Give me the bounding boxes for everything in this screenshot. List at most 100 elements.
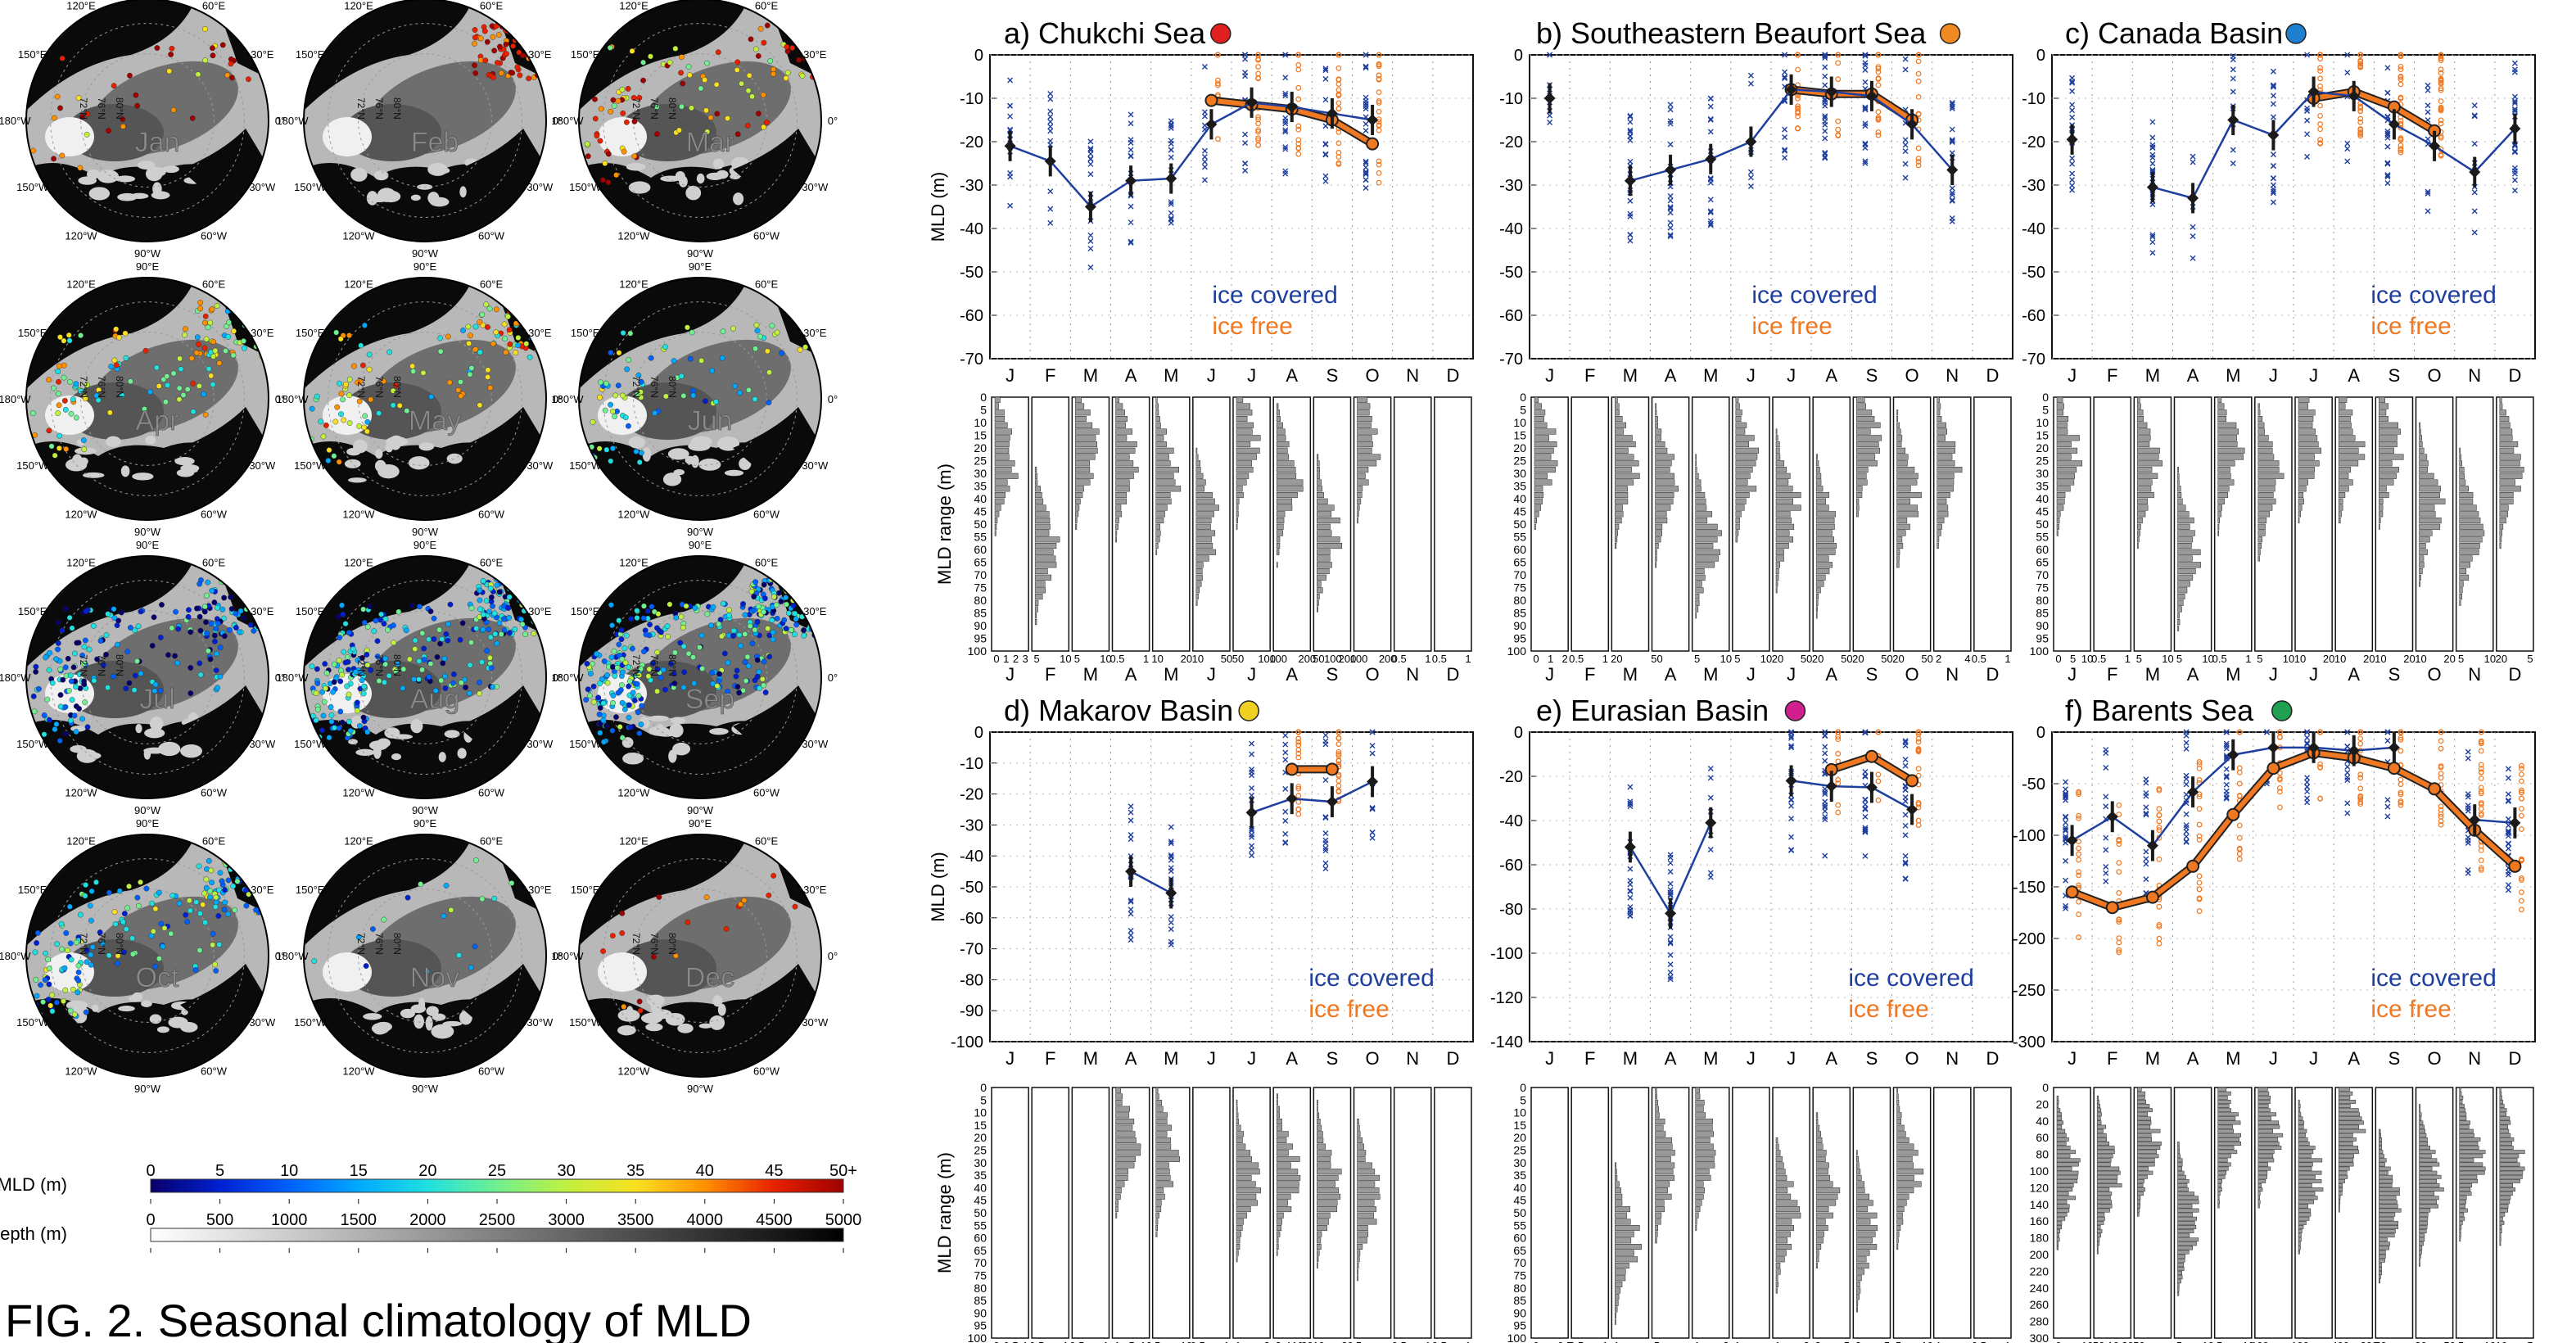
histogram-bar (1655, 486, 1679, 492)
histogram-bar (1775, 530, 1790, 536)
histogram-bar (1815, 523, 1835, 530)
latitude-circle (328, 580, 522, 775)
histogram-month-label: F (1045, 664, 1055, 685)
histogram-y-tick-label: 40 (1513, 492, 1526, 505)
profile-point (610, 97, 617, 103)
histogram-bar (1534, 473, 1548, 479)
profile-point (254, 308, 260, 314)
histogram-bar (994, 473, 1019, 479)
histogram-y-tick-label: 70 (974, 568, 987, 581)
island-water (145, 435, 156, 445)
profile-point (138, 879, 143, 885)
profile-point (66, 688, 72, 694)
profile-point (789, 626, 794, 633)
histogram-bar (1615, 504, 1623, 511)
profile-point (689, 329, 695, 336)
profile-point (639, 450, 644, 456)
profile-point (342, 621, 349, 627)
shelf (323, 117, 372, 156)
profile-point (609, 622, 615, 629)
profile-point (149, 643, 156, 649)
profile-point (147, 389, 153, 396)
x-tick-label: J (1006, 365, 1015, 386)
island-water (698, 458, 721, 471)
histogram-bar (2217, 511, 2221, 518)
profile-point (311, 958, 318, 964)
histogram-bar (2177, 518, 2194, 524)
histogram-x-tick-label: 0 (993, 1340, 999, 1343)
profile-point (789, 588, 795, 595)
profile-point (203, 884, 210, 891)
histogram-bar (1276, 403, 1279, 409)
profile-point (621, 148, 627, 155)
profile-point (33, 668, 39, 675)
histogram-bar (1695, 574, 1706, 581)
profile-point (741, 898, 748, 903)
histogram-bar (1195, 562, 1204, 568)
histogram-bar (1896, 555, 1900, 562)
histogram-bar (1155, 1206, 1162, 1213)
histogram-bar (2137, 518, 2143, 524)
histogram-bar (1236, 1200, 1258, 1206)
histogram-bar (2379, 473, 2397, 479)
histogram-bar (1896, 549, 1900, 555)
histogram-bar (2419, 555, 2425, 562)
histogram-bar (1034, 536, 1060, 543)
y-tick-label: -10 (1499, 90, 1523, 108)
histogram-bar (1735, 422, 1747, 428)
colorbar-tick-label: 30 (557, 1162, 575, 1180)
profile-point (801, 41, 807, 47)
histogram-bar (1195, 454, 1199, 460)
profile-point (197, 911, 203, 916)
histogram-bar (1034, 511, 1050, 518)
longitude-label: 0° (828, 672, 838, 684)
histogram-bar (1155, 1174, 1171, 1181)
histogram-x-tick-label: 100 (1350, 653, 1368, 665)
latitude-label: 72°N (355, 376, 367, 398)
profile-point (793, 584, 799, 590)
profile-point (744, 653, 751, 660)
profile-point (703, 398, 708, 405)
histogram-y-tick-label: 100 (968, 1332, 987, 1343)
profile-point (783, 626, 789, 632)
histogram-month-label: F (1584, 664, 1595, 685)
profile-point (783, 582, 789, 589)
histogram-x-tick-label: 20 (1772, 653, 1783, 665)
histogram-bar (1276, 1112, 1280, 1119)
profile-point (412, 637, 418, 644)
profile-point (761, 39, 767, 46)
profile-point (143, 885, 150, 892)
profile-point (207, 319, 214, 326)
profile-point (59, 55, 66, 61)
histogram-y-tick-label: 20 (974, 441, 987, 454)
profile-point (133, 92, 139, 98)
profile-point (754, 673, 761, 680)
profile-point (411, 676, 417, 682)
profile-point (515, 335, 522, 341)
histogram-bar (1655, 518, 1668, 524)
histogram-bar (1815, 467, 1820, 473)
longitude-label: 90°E (689, 817, 712, 830)
histogram-x-tick-label: 0.5 (1191, 1340, 1205, 1343)
island-water (118, 1006, 135, 1012)
longitude-label: 30°E (803, 327, 827, 339)
longitude-label: 120°W (65, 786, 97, 798)
profile-point (309, 663, 315, 670)
histogram-month-label: D (1446, 664, 1459, 685)
island-water (696, 173, 705, 184)
y-tick-label: -70 (960, 941, 983, 959)
island-water (371, 1022, 390, 1034)
island-water (660, 175, 681, 182)
histogram-month-label: J (2068, 664, 2077, 685)
profile-point (488, 665, 495, 672)
histogram-box (1973, 396, 2012, 652)
histogram-bar (2419, 523, 2441, 530)
histogram-bar (1815, 504, 1829, 511)
profile-point (32, 949, 38, 956)
profile-point (802, 20, 808, 26)
histogram-y-tick-label: 15 (2036, 429, 2049, 442)
profile-point (115, 641, 120, 648)
histogram-bar (1115, 492, 1127, 499)
